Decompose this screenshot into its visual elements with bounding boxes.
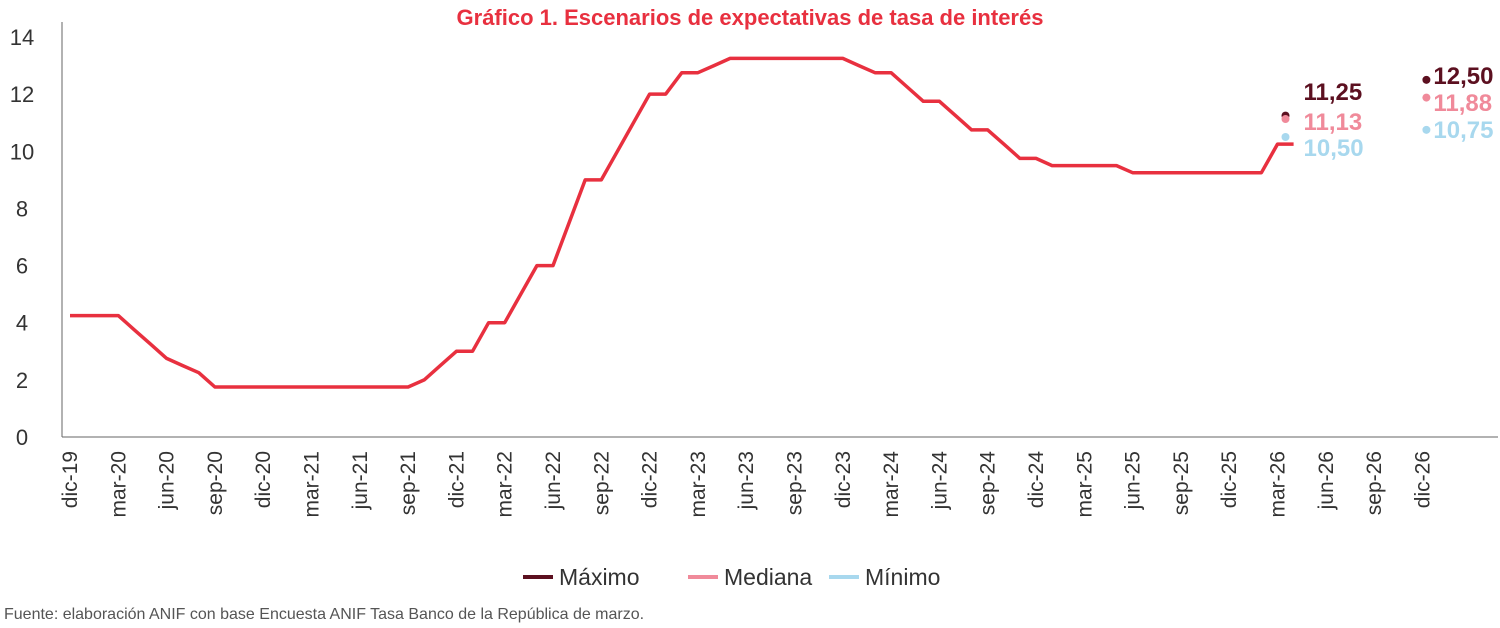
x-tick-label: mar-25 [1073,451,1096,518]
x-tick-label: sep-22 [590,451,613,515]
x-tick-label: jun-25 [1122,451,1145,510]
x-tick-label: dic-25 [1218,451,1241,508]
x-tick-label: sep-21 [397,451,420,515]
series-line [70,56,1294,389]
x-tick-label: mar-23 [687,451,710,518]
scenario-label: 12,50 [1433,63,1493,90]
x-tick-label: jun-22 [542,451,565,510]
x-tick-label: mar-21 [301,451,324,518]
y-tick-label: 6 [16,254,28,279]
scenario-label: 10,50 [1304,135,1364,162]
scenario-point [1281,115,1290,123]
legend-label: Máximo [559,564,640,590]
x-tick-label: jun-21 [349,451,372,510]
chart-title: Gráfico 1. Escenarios de expectativas de… [457,5,1044,30]
x-tick-label: mar-20 [107,451,130,518]
legend: Máximo Mediana Mínimo [523,564,940,590]
scenario-point [1422,93,1431,102]
x-tick-label: mar-22 [494,451,517,518]
x-tick-label: jun-23 [735,451,758,510]
y-tick-label: 12 [10,82,34,107]
x-tick-label: dic-24 [1025,451,1048,509]
y-tick-label: 0 [16,425,28,450]
x-tick-label: dic-21 [445,451,468,508]
legend-label: Mediana [724,564,812,590]
scenario-label: 11,25 [1304,79,1363,106]
scenario-label: 10,75 [1433,117,1493,144]
x-tick-label: dic-26 [1411,451,1434,508]
scenario-point [1422,125,1431,134]
series-layer [70,56,1294,389]
source-note: Fuente: elaboración ANIF con base Encues… [4,606,645,623]
x-tick-label: sep-24 [977,451,1000,516]
x-tick-label: mar-26 [1267,451,1290,518]
scenario-label: 11,88 [1433,90,1492,117]
y-tick-label: 14 [10,25,34,50]
y-tick-label: 2 [16,368,28,393]
y-axis: 0 2 4 6 8 10 12 14 [10,22,63,450]
scenario-point [1281,133,1290,141]
x-tick-label: sep-25 [1170,451,1193,515]
scenario-layer: 11,25 12,50 11,13 11,88 10,50 10,75 [1281,63,1493,162]
y-tick-label: 8 [16,196,28,221]
x-tick-label: jun-20 [156,451,179,510]
x-tick-label: dic-23 [832,451,855,508]
x-tick-label: jun-24 [928,451,951,511]
x-tick-label: dic-20 [252,451,275,508]
x-tick-label: sep-20 [204,451,227,515]
x-tick-label: jun-26 [1315,451,1338,510]
x-tick-label: dic-22 [639,451,662,508]
scenario-point [1422,75,1431,84]
x-tick-label: sep-26 [1363,451,1386,515]
scenario-label: 11,13 [1304,109,1363,136]
y-tick-label: 4 [16,311,28,336]
x-tick-label: sep-23 [784,451,807,515]
x-axis: dic-19 mar-20 jun-20 sep-20 dic-20 mar-21 jun-… [59,436,1498,518]
x-tick-label: mar-24 [880,451,903,518]
y-tick-label: 10 [10,139,34,164]
x-tick-label: dic-19 [59,451,82,508]
legend-label: Mínimo [865,564,940,590]
